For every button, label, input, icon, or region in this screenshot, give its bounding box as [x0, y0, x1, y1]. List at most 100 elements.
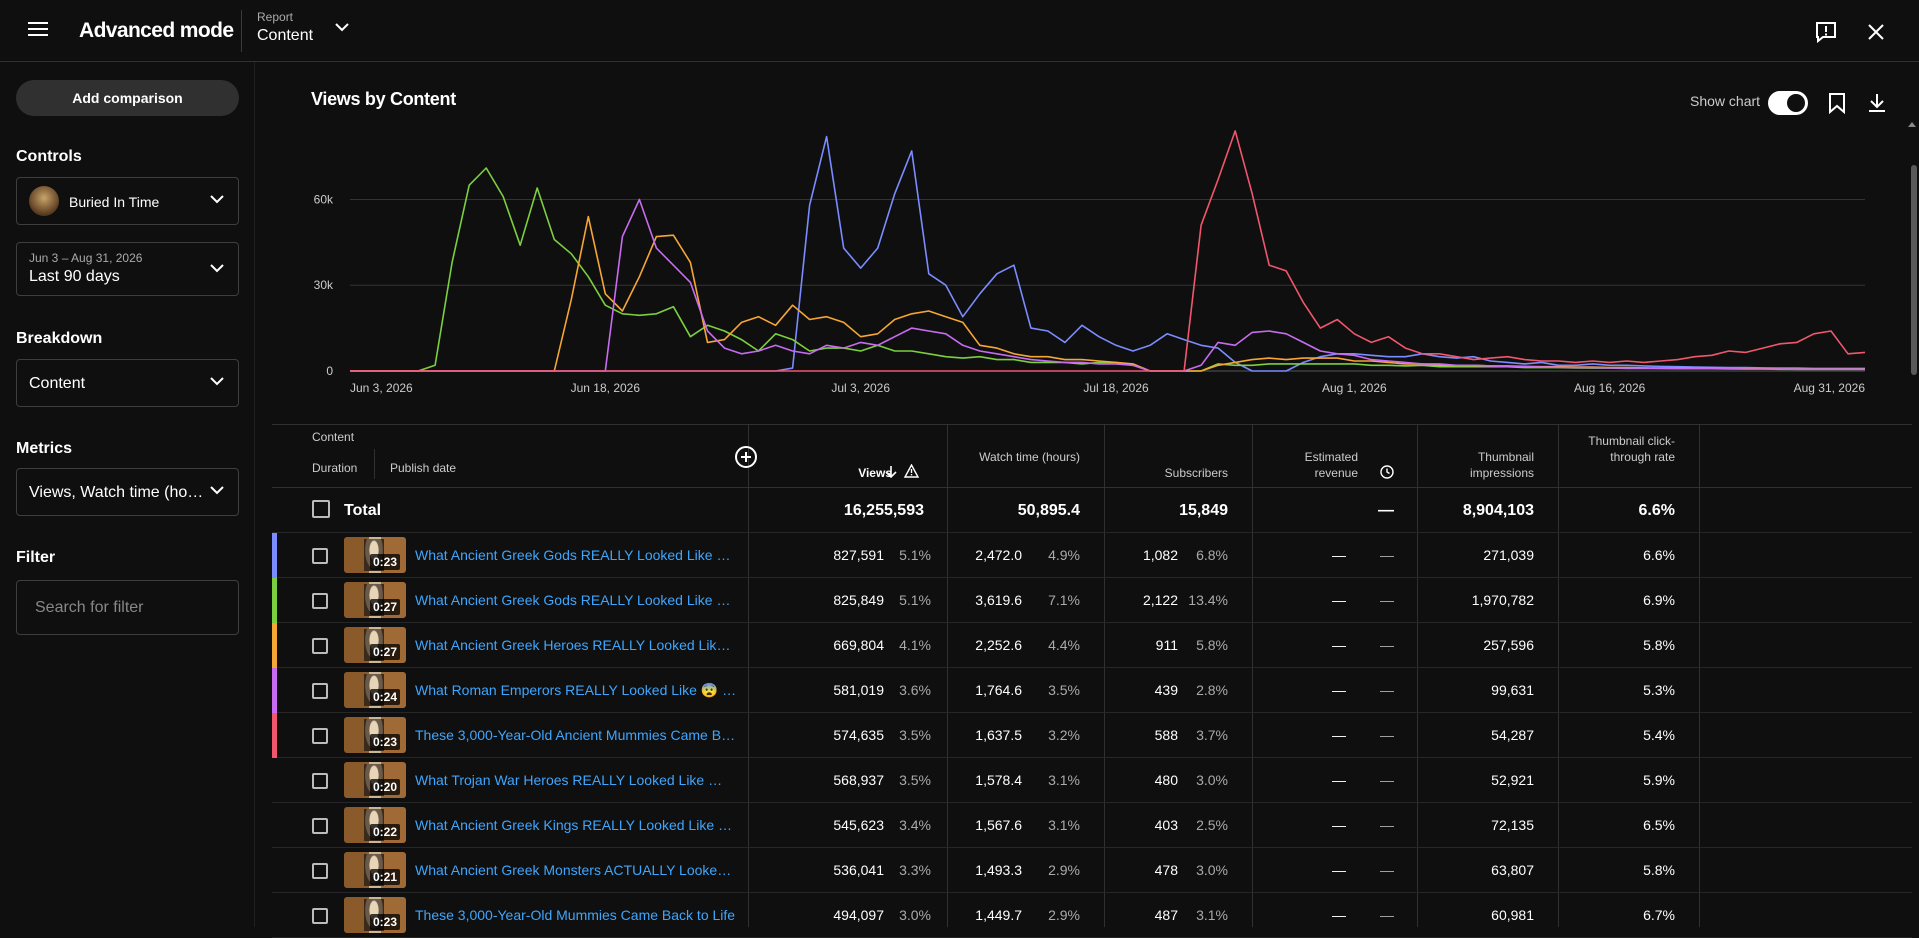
- video-title-link[interactable]: What Ancient Greek Gods REALLY Looked Li…: [415, 547, 737, 563]
- series-line-5[interactable]: [350, 130, 1866, 372]
- series-color-bar: [272, 803, 277, 848]
- video-thumbnail[interactable]: 0:21: [344, 852, 406, 888]
- show-chart-toggle[interactable]: [1768, 91, 1808, 115]
- video-thumbnail[interactable]: 0:22: [344, 807, 406, 843]
- video-title-link[interactable]: What Ancient Greek Gods REALLY Looked Li…: [415, 592, 737, 608]
- clock-icon[interactable]: [1380, 465, 1394, 479]
- video-thumbnail[interactable]: 0:23: [344, 537, 406, 573]
- table-row[interactable]: 0:24 What Roman Emperors REALLY Looked Li…: [272, 668, 1912, 713]
- col-publish-date[interactable]: Publish date: [390, 461, 457, 475]
- channel-selector[interactable]: Buried In Time: [16, 177, 239, 225]
- breakdown-selector[interactable]: Content: [16, 359, 239, 407]
- series-color-bar: [272, 848, 277, 893]
- total-impressions: 8,904,103: [1462, 502, 1534, 519]
- filter-search-input[interactable]: [16, 580, 239, 635]
- report-selector[interactable]: Report Content: [257, 10, 313, 45]
- revenue-value: —: [1332, 637, 1346, 653]
- col-views[interactable]: Views: [858, 466, 892, 480]
- table-row[interactable]: 0:21 What Ancient Greek Monsters ACTUALLY…: [272, 848, 1912, 893]
- series-line-3[interactable]: [350, 215, 1865, 372]
- row-checkbox[interactable]: [312, 593, 328, 609]
- video-thumbnail[interactable]: 0:23: [344, 717, 406, 753]
- table-row[interactable]: 0:23 These 3,000-Year-Old Ancient Mummies…: [272, 713, 1912, 758]
- row-checkbox[interactable]: [312, 863, 328, 879]
- video-title-link[interactable]: These 3,000-Year-Old Ancient Mummies Cam…: [415, 727, 737, 743]
- watch-time-percent: 4.4%: [1048, 637, 1080, 653]
- video-duration: 0:20: [369, 779, 400, 795]
- revenue-percent: —: [1380, 637, 1394, 653]
- subscribers-percent: 3.7%: [1196, 727, 1228, 743]
- add-column-button[interactable]: [735, 446, 757, 468]
- video-title-link[interactable]: What Roman Emperors REALLY Looked Like 😨…: [415, 682, 737, 698]
- revenue-percent: —: [1380, 907, 1394, 923]
- bookmark-icon[interactable]: [1827, 92, 1847, 114]
- watch-time-percent: 3.1%: [1048, 772, 1080, 788]
- col-subscribers[interactable]: Subscribers: [1164, 466, 1228, 480]
- scrollbar[interactable]: [1911, 165, 1917, 375]
- video-duration: 0:24: [369, 689, 400, 705]
- views-percent: 3.0%: [899, 907, 931, 923]
- chevron-down-icon[interactable]: [335, 22, 349, 32]
- date-range-selector[interactable]: Jun 3 – Aug 31, 2026 Last 90 days: [16, 242, 239, 296]
- row-checkbox[interactable]: [312, 683, 328, 699]
- subscribers-percent: 2.5%: [1196, 817, 1228, 833]
- views-percent: 3.5%: [899, 772, 931, 788]
- video-title-link[interactable]: These 3,000-Year-Old Mummies Came Back t…: [415, 907, 736, 923]
- menu-icon[interactable]: [22, 18, 54, 44]
- download-icon[interactable]: [1866, 92, 1888, 114]
- feedback-icon[interactable]: [1814, 20, 1838, 44]
- video-title-link[interactable]: What Ancient Greek Heroes REALLY Looked …: [415, 637, 737, 653]
- video-thumbnail[interactable]: 0:20: [344, 762, 406, 798]
- views-percent: 3.6%: [899, 682, 931, 698]
- total-checkbox[interactable]: [312, 500, 330, 518]
- ctr-value: 5.8%: [1643, 637, 1675, 653]
- table-row[interactable]: 0:27 What Ancient Greek Gods REALLY Looke…: [272, 578, 1912, 623]
- table-row[interactable]: 0:22 What Ancient Greek Kings REALLY Look…: [272, 803, 1912, 848]
- video-thumbnail[interactable]: 0:24: [344, 672, 406, 708]
- video-title-link[interactable]: What Ancient Greek Kings REALLY Looked L…: [415, 817, 737, 833]
- video-duration: 0:27: [369, 599, 400, 615]
- row-checkbox[interactable]: [312, 818, 328, 834]
- row-checkbox[interactable]: [312, 728, 328, 744]
- impressions-value: 271,039: [1483, 547, 1534, 563]
- breakdown-heading: Breakdown: [16, 330, 103, 347]
- total-watch-time: 50,895.4: [1017, 502, 1080, 519]
- subscribers-percent: 3.0%: [1196, 772, 1228, 788]
- row-checkbox[interactable]: [312, 908, 328, 924]
- metrics-selector[interactable]: Views, Watch time (hours), Subscribers: [16, 468, 239, 516]
- table-row[interactable]: 0:23 These 3,000-Year-Old Mummies Came Ba…: [272, 893, 1912, 938]
- video-thumbnail[interactable]: 0:27: [344, 582, 406, 618]
- col-thumbnail-impressions[interactable]: Thumbnail impressions: [1469, 450, 1534, 480]
- warning-icon[interactable]: [904, 464, 919, 478]
- table-row[interactable]: 0:20 What Trojan War Heroes REALLY Looked…: [272, 758, 1912, 803]
- row-checkbox[interactable]: [312, 638, 328, 654]
- video-thumbnail[interactable]: 0:27: [344, 627, 406, 663]
- col-content[interactable]: Content: [312, 430, 355, 444]
- row-checkbox[interactable]: [312, 773, 328, 789]
- views-line-chart: 0 30k 60k Jun 3, 2026 Jun 18, 2026 Jul 3, 202…: [314, 130, 1866, 395]
- close-icon[interactable]: [1864, 20, 1888, 44]
- divider: [947, 424, 948, 927]
- views-value: 536,041: [833, 862, 884, 878]
- col-duration[interactable]: Duration: [312, 461, 358, 475]
- series-line-1[interactable]: [350, 135, 1865, 372]
- video-duration: 0:22: [369, 824, 400, 840]
- scroll-up-icon[interactable]: [1908, 122, 1916, 127]
- top-bar: Advanced mode Report Content: [0, 0, 1919, 62]
- col-estimated-revenue[interactable]: Estimated revenue: [1304, 450, 1358, 480]
- col-thumbnail-ctr[interactable]: Thumbnail click-through rate: [1588, 434, 1675, 464]
- revenue-value: —: [1332, 547, 1346, 563]
- row-checkbox[interactable]: [312, 548, 328, 564]
- video-title-link[interactable]: What Ancient Greek Monsters ACTUALLY Loo…: [415, 862, 737, 878]
- watch-time-value: 1,764.6: [975, 682, 1022, 698]
- sort-arrow-down-icon[interactable]: [885, 465, 897, 479]
- add-comparison-button[interactable]: Add comparison: [16, 80, 239, 116]
- video-thumbnail[interactable]: 0:23: [344, 897, 406, 933]
- series-color-bar: [272, 578, 277, 623]
- table-row[interactable]: 0:27 What Ancient Greek Heroes REALLY Loo…: [272, 623, 1912, 668]
- revenue-percent: —: [1380, 682, 1394, 698]
- col-watch-time[interactable]: Watch time (hours): [979, 450, 1080, 464]
- video-title-link[interactable]: What Trojan War Heroes REALLY Looked Lik…: [415, 772, 737, 788]
- ctr-value: 5.8%: [1643, 862, 1675, 878]
- table-row[interactable]: 0:23 What Ancient Greek Gods REALLY Looke…: [272, 533, 1912, 578]
